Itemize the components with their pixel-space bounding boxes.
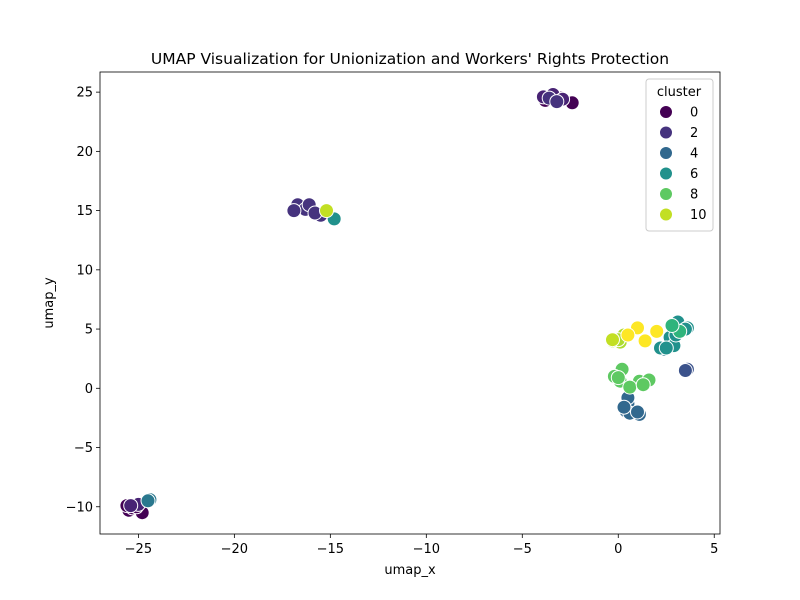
legend: cluster 0 2 4 6 8 10 bbox=[645, 78, 714, 232]
y-tick-label: 20 bbox=[76, 145, 93, 160]
y-tick-label: 0 bbox=[85, 382, 93, 397]
legend-label: 2 bbox=[690, 126, 698, 141]
chart-title: UMAP Visualization for Unionization and … bbox=[151, 50, 669, 68]
points-layer bbox=[119, 87, 695, 521]
legend-label: 10 bbox=[690, 208, 707, 223]
data-point-cluster-3 bbox=[677, 363, 693, 378]
legend-entries: 0 2 4 6 8 10 bbox=[659, 105, 707, 223]
data-point-cluster-6 bbox=[658, 340, 674, 356]
y-tick-label: 5 bbox=[85, 323, 93, 338]
legend-label: 0 bbox=[690, 106, 698, 121]
x-tick-label: −15 bbox=[317, 542, 344, 557]
y-tick-label: −10 bbox=[66, 500, 93, 515]
y-axis-ticks: −10 −5 0 5 10 15 20 25 bbox=[66, 86, 100, 515]
data-point-cluster-8 bbox=[635, 377, 651, 393]
legend-marker bbox=[659, 166, 673, 181]
legend-marker bbox=[659, 125, 673, 140]
legend-marker bbox=[659, 207, 673, 222]
x-tick-label: −10 bbox=[413, 542, 440, 557]
x-tick-label: −20 bbox=[221, 542, 248, 557]
x-tick-label: 5 bbox=[710, 542, 718, 557]
legend-marker bbox=[659, 146, 673, 160]
data-point-cluster-10 bbox=[605, 332, 620, 348]
plot-frame bbox=[99, 71, 721, 535]
legend-label: 6 bbox=[690, 167, 698, 182]
data-point-cluster-4 bbox=[630, 404, 645, 420]
data-point-cluster-4 bbox=[616, 399, 632, 415]
data-point-cluster-7 bbox=[664, 318, 680, 333]
data-point-cluster-11 bbox=[637, 333, 653, 349]
y-tick-label: 25 bbox=[76, 86, 93, 101]
y-tick-label: −5 bbox=[74, 441, 93, 456]
data-point-cluster-11 bbox=[620, 327, 636, 343]
data-point-cluster-1 bbox=[123, 498, 139, 514]
data-point-cluster-10 bbox=[319, 203, 334, 219]
legend-marker bbox=[659, 105, 673, 119]
y-tick-label: 10 bbox=[76, 263, 93, 278]
data-point-cluster-2 bbox=[286, 203, 302, 219]
data-point-cluster-8 bbox=[622, 379, 638, 395]
y-axis-title: umap_y bbox=[42, 277, 57, 329]
x-tick-label: 0 bbox=[614, 542, 622, 557]
data-point-cluster-11 bbox=[649, 323, 665, 339]
legend-title: cluster bbox=[657, 85, 702, 100]
data-point-cluster-2 bbox=[549, 94, 565, 110]
legend-marker bbox=[659, 187, 673, 201]
x-axis-ticks: −25 −20 −15 −10 −5 0 5 bbox=[125, 534, 718, 557]
legend-label: 8 bbox=[690, 188, 698, 203]
y-tick-label: 15 bbox=[76, 204, 93, 219]
x-tick-label: −25 bbox=[125, 542, 152, 557]
x-tick-label: −5 bbox=[513, 542, 532, 557]
x-axis-title: umap_x bbox=[384, 563, 436, 578]
data-point-cluster-5 bbox=[140, 493, 156, 509]
data-point-cluster-8 bbox=[610, 370, 626, 386]
legend-label: 4 bbox=[690, 147, 698, 162]
